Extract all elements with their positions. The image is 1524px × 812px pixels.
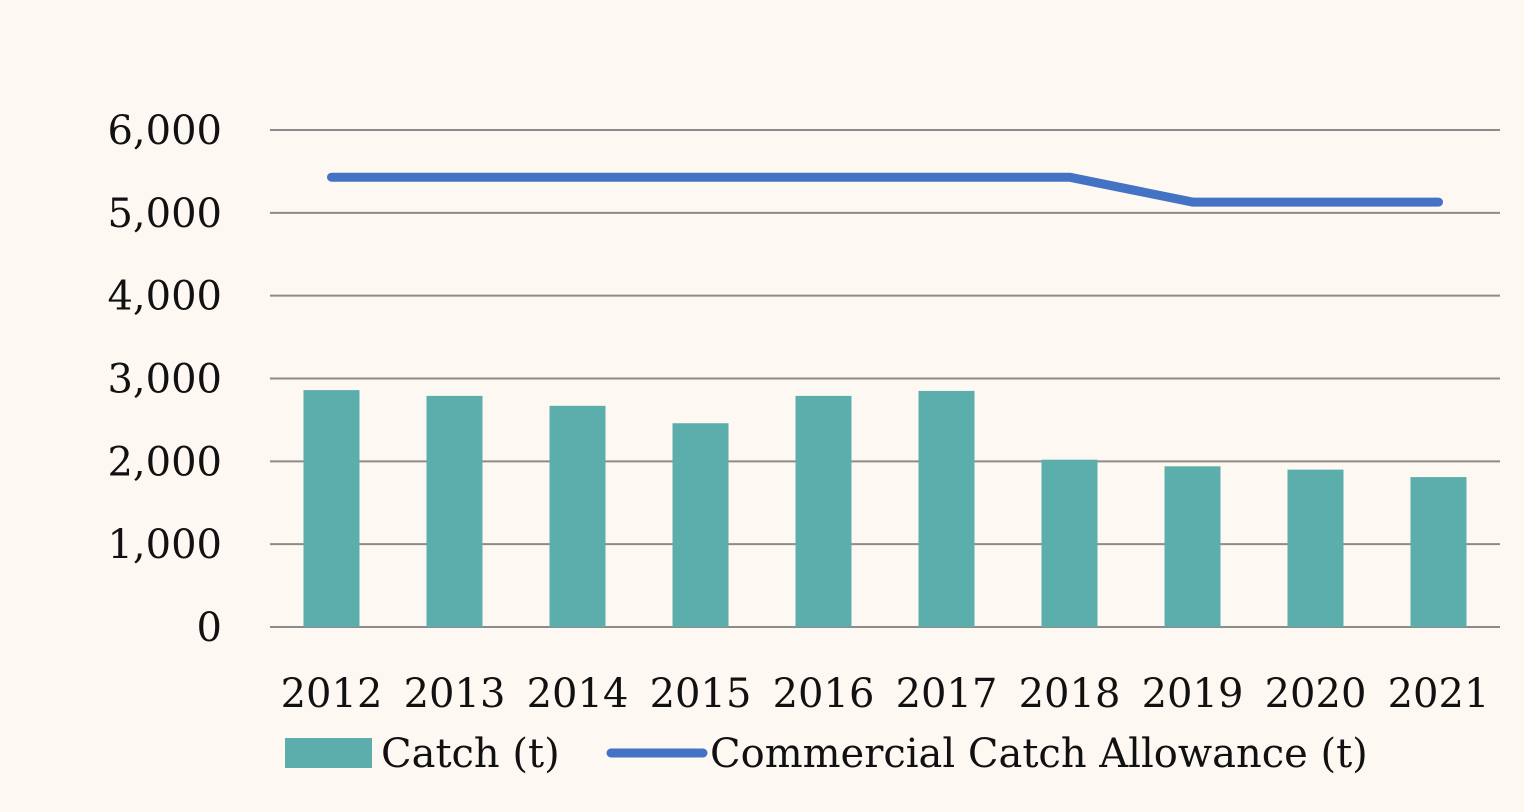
bar-catch-2020 [1287, 469, 1344, 627]
bar-catch-2013 [426, 395, 483, 627]
y-tick-label: 5,000 [107, 191, 222, 237]
x-tick-label: 2019 [1142, 671, 1244, 717]
bar-catch-2016 [795, 395, 852, 627]
legend: Catch (t) Commercial Catch Allowance (t) [285, 731, 1368, 777]
bar-catch-2012 [303, 390, 360, 627]
bar-catch-2019 [1164, 466, 1221, 627]
catch-bars [303, 390, 1467, 627]
y-tick-label: 4,000 [107, 274, 222, 320]
x-tick-label: 2017 [896, 671, 998, 717]
line-commercial-catch-allowance [327, 172, 1443, 207]
legend-label-catch: Catch (t) [381, 731, 560, 777]
y-tick-label: 0 [197, 605, 222, 651]
bar-catch-2018 [1041, 459, 1098, 627]
bar-catch-2021 [1410, 477, 1467, 627]
bar-catch-2017 [918, 390, 975, 627]
x-axis-tick-labels: 2012 2013 2014 2015 2016 2017 2018 2019 2020 2021 [281, 671, 1490, 717]
x-tick-label: 2013 [404, 671, 506, 717]
x-tick-label: 2020 [1265, 671, 1367, 717]
y-tick-label: 6,000 [107, 108, 222, 154]
legend-label-allowance: Commercial Catch Allowance (t) [710, 731, 1368, 777]
allowance-line [327, 172, 1443, 207]
y-tick-label: 3,000 [107, 357, 222, 403]
x-tick-label: 2018 [1019, 671, 1121, 717]
y-tick-label: 2,000 [107, 439, 222, 485]
legend-swatch-catch [285, 738, 372, 768]
x-tick-label: 2015 [650, 671, 752, 717]
y-tick-label: 1,000 [107, 522, 222, 568]
x-tick-label: 2012 [281, 671, 383, 717]
bar-catch-2014 [549, 405, 606, 627]
x-tick-label: 2016 [773, 671, 875, 717]
y-axis-tick-labels: 0 1,000 2,000 3,000 4,000 5,000 6,000 [107, 108, 222, 651]
bar-catch-2015 [672, 423, 729, 627]
x-tick-label: 2021 [1388, 671, 1490, 717]
x-tick-label: 2014 [527, 671, 629, 717]
